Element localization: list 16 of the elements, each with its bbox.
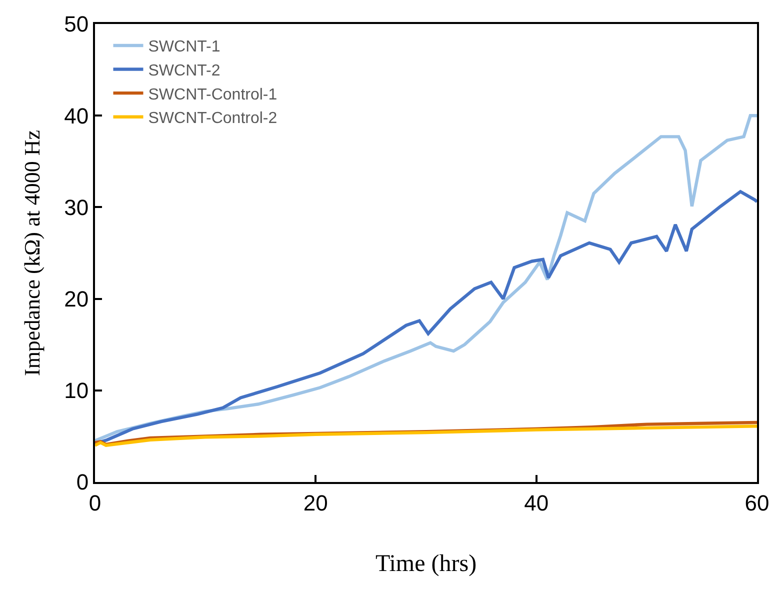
- y-tick-label: 50: [64, 12, 89, 37]
- y-tick-label: 0: [76, 470, 89, 495]
- x-tick-label: 60: [744, 490, 770, 516]
- y-tick-label: 30: [64, 194, 89, 220]
- x-tick-label: 20: [303, 490, 328, 516]
- legend-label: SWCNT-Control-1: [148, 86, 278, 104]
- y-tick-label: 20: [64, 286, 89, 312]
- legend-label: SWCNT-Control-2: [148, 110, 278, 128]
- line-series: [95, 424, 757, 447]
- y-axis-title: Impedance (kΩ) at 4000 Hz: [19, 130, 44, 376]
- x-tick-label: 40: [524, 490, 549, 516]
- legend-label: SWCNT-1: [148, 38, 220, 56]
- x-axis-title: Time (hrs): [375, 551, 477, 578]
- legend-label: SWCNT-2: [148, 62, 220, 80]
- y-tick-label: 10: [64, 378, 89, 404]
- y-tick-label: 40: [64, 103, 89, 128]
